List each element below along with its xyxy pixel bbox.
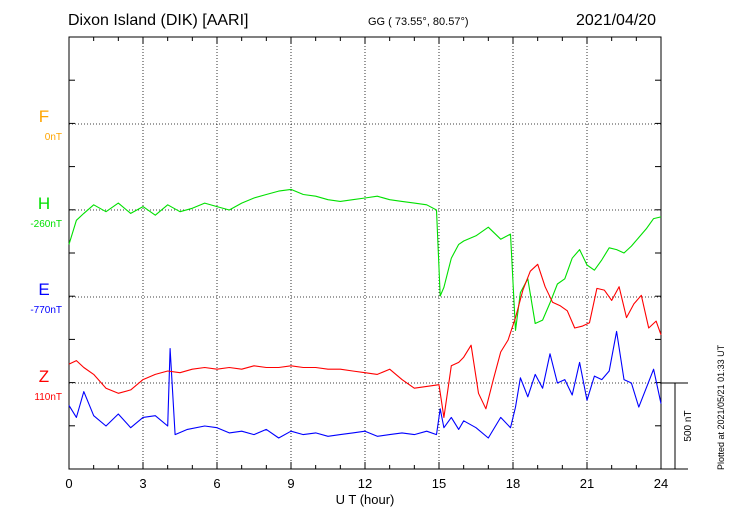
series-E-name: E (38, 280, 49, 299)
x-tick-label: 21 (580, 476, 594, 491)
x-axis-ticks: 0 3 6 9 12 15 18 21 24 (65, 37, 668, 491)
series-H-baseline: -260nT (30, 219, 62, 230)
x-tick-label: 18 (506, 476, 520, 491)
series-H-name: H (38, 194, 50, 213)
x-axis-label: U T (hour) (336, 492, 395, 507)
x-tick-label: 15 (432, 476, 446, 491)
plotted-timestamp: Plotted at 2021/05/21 01:33 UT (716, 344, 726, 470)
series-Z-name: Z (39, 367, 49, 386)
x-tick-label: 9 (287, 476, 294, 491)
series-F-name: F (39, 107, 49, 126)
series-Z-baseline: 110nT (34, 392, 62, 403)
coordinates-label: GG ( 73.55°, 80.57°) (368, 16, 469, 28)
series-E-baseline: -770nT (30, 305, 62, 316)
series-labels: F 0nT H -260nT E -770nT Z 110nT (30, 107, 62, 403)
grid (69, 36, 661, 470)
x-tick-label: 12 (358, 476, 372, 491)
scale-bar-label: 500 nT (683, 410, 694, 441)
series-H-line (68, 188, 662, 331)
series-E-line (68, 330, 662, 439)
series-lines (68, 188, 662, 439)
x-tick-label: 6 (213, 476, 220, 491)
x-tick-label: 0 (65, 476, 72, 491)
x-tick-label: 24 (654, 476, 668, 491)
series-F-baseline: 0nT (45, 132, 62, 143)
series-Z-line (68, 263, 662, 418)
scale-bar: 500 nT (661, 382, 694, 470)
x-tick-label: 3 (139, 476, 146, 491)
date-label: 2021/04/20 (576, 12, 657, 29)
station-title: Dixon Island (DIK) [AARI] (68, 12, 249, 29)
